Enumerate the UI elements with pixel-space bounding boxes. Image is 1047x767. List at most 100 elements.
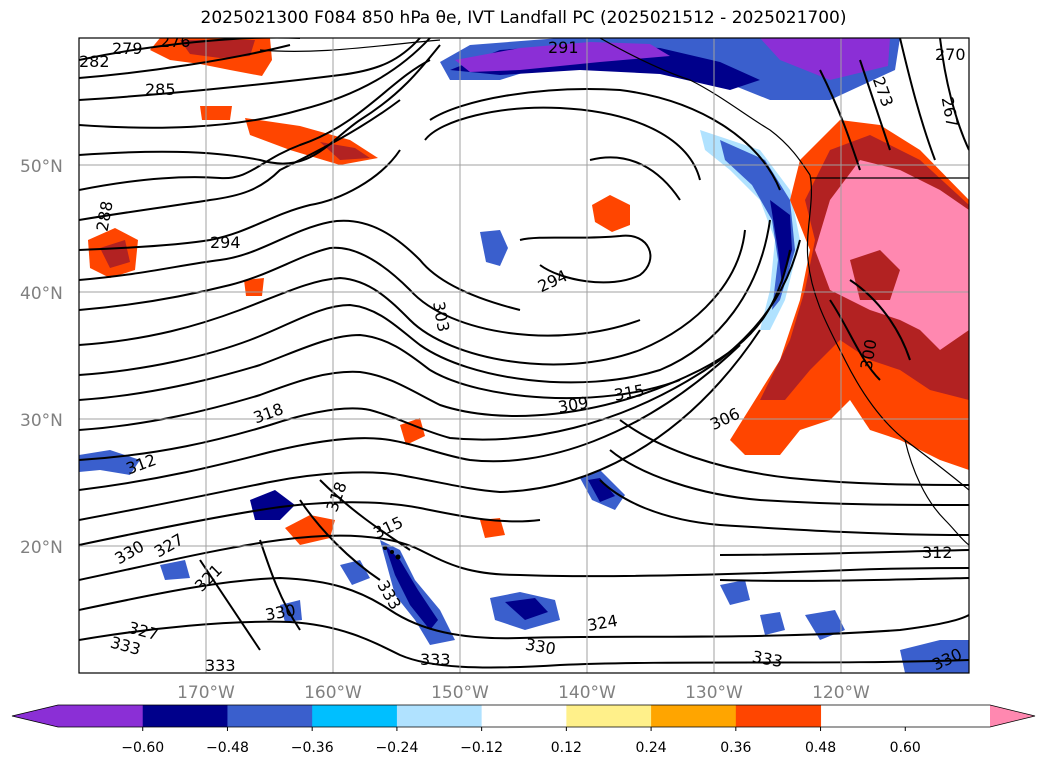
contour-line — [79, 534, 969, 581]
colorbar-tick-label: −0.48 — [206, 740, 249, 756]
coastline — [259, 38, 969, 546]
lon-label-150w: 150°W — [431, 683, 489, 703]
colorbar-segment — [566, 705, 652, 727]
contour-line — [79, 246, 641, 337]
colorbar-segment — [735, 705, 822, 727]
contour-line — [849, 279, 911, 361]
fill-lower-blue-8 — [760, 612, 785, 635]
longitude-labels: 170°W 160°W 150°W 140°W 130°W 120°W — [177, 683, 870, 703]
contour-line — [519, 234, 652, 284]
fill-lower-blue-9 — [900, 640, 969, 673]
lat-label-40n: 40°N — [20, 284, 63, 304]
lon-label-160w: 160°W — [304, 683, 362, 703]
lon-label-120w: 120°W — [812, 683, 870, 703]
lat-label-50n: 50°N — [20, 157, 63, 177]
contour-line — [79, 501, 541, 546]
contour-line — [79, 219, 521, 311]
colorbar-tick-label: −0.24 — [375, 740, 418, 756]
fill-center-orange-2 — [400, 418, 425, 445]
hawaii-islands — [383, 546, 401, 560]
colorbar-tick-label: 0.12 — [551, 740, 582, 756]
contour-line — [79, 149, 401, 251]
contour-line — [424, 106, 701, 181]
contour-line — [899, 38, 936, 161]
fill-lower-blue-6 — [720, 580, 750, 605]
contour-line — [859, 59, 891, 151]
contour-line — [609, 449, 969, 506]
lon-label-130w: 130°W — [685, 683, 743, 703]
colorbar-tick-label: 0.60 — [890, 740, 921, 756]
lat-label-20n: 20°N — [20, 538, 63, 558]
contour-line — [79, 229, 746, 366]
colorbar-segment — [227, 705, 313, 727]
contour-label: 333 — [420, 650, 451, 669]
colorbar-tick-label: −0.36 — [291, 740, 334, 756]
colorbar-extend-min — [12, 705, 58, 727]
lat-label-30n: 30°N — [20, 411, 63, 431]
fill-center-blue — [480, 230, 508, 266]
colorbar-segment — [142, 705, 228, 727]
colorbar-tick-label: 0.24 — [636, 740, 667, 756]
colorbar-segment — [312, 705, 398, 727]
contour-line — [599, 479, 969, 536]
fill-top-right-purple — [760, 38, 890, 80]
fill-lower-navy-band — [385, 545, 438, 630]
colorbar-ticks: −0.60 −0.48 −0.36 −0.24 −0.12 0.12 0.24 0.36 0.4… — [121, 727, 921, 756]
contour-line — [79, 59, 431, 191]
map-title: 2025021300 F084 850 hPa θe, IVT Landfall… — [200, 8, 847, 28]
coastline-westcoast — [806, 174, 969, 491]
contour-line — [319, 479, 411, 551]
fill-lower-navy-5 — [588, 478, 615, 502]
coastline-alaska — [599, 38, 811, 176]
colorbar: −0.60 −0.48 −0.36 −0.24 −0.12 0.12 0.24 0.36 0.4… — [11, 704, 1036, 756]
fill-westcoast-red-inner — [850, 250, 900, 300]
coastline-baja — [904, 439, 969, 546]
colorbar-swatches — [12, 705, 1035, 727]
fill-lowerleft-blue-2 — [250, 490, 295, 520]
contour-label: 333 — [205, 656, 236, 675]
fill-small-orange-1 — [200, 106, 232, 120]
map-content: 276 279 282 285 291 270 267 273 288 294 … — [79, 38, 969, 675]
fill-lower-blue-7 — [805, 610, 845, 640]
colorbar-tick-label: −0.12 — [460, 740, 503, 756]
colorbar-tick-label: 0.36 — [720, 740, 751, 756]
fill-lower-orange-2 — [480, 518, 505, 538]
fill-westcoast-pink — [815, 160, 969, 350]
fill-top-left-red — [180, 40, 255, 58]
colorbar-extend-max — [990, 705, 1035, 727]
contour-line — [259, 539, 301, 631]
contour-line — [79, 44, 441, 165]
contour-line — [79, 620, 969, 669]
contour-label: 270 — [935, 45, 966, 64]
contour-line — [299, 499, 381, 581]
contour-line — [79, 219, 771, 384]
contour-line — [79, 38, 431, 129]
latitude-labels: 50°N 40°N 30°N 20°N — [20, 157, 63, 558]
contour-line — [939, 38, 969, 151]
colorbar-segment — [58, 705, 144, 727]
contour-line — [79, 38, 300, 61]
contour-label: 294 — [210, 233, 241, 252]
contour-line — [79, 329, 761, 521]
coastline-aleutians — [259, 39, 441, 52]
fill-lower-navy-4 — [505, 598, 548, 620]
contour-line — [79, 38, 421, 101]
contour-line — [79, 99, 401, 221]
gridlines — [79, 38, 969, 673]
colorbar-segment — [481, 705, 567, 727]
contour-line — [429, 88, 781, 191]
lon-label-140w: 140°W — [558, 683, 616, 703]
contour-label: 285 — [145, 80, 176, 99]
colorbar-outline — [11, 704, 1036, 728]
map-border — [78, 37, 970, 674]
colorbar-segment — [396, 705, 483, 727]
contour-line — [819, 69, 861, 171]
fill-lower-blue-10 — [160, 560, 190, 580]
contour-line — [79, 344, 741, 491]
colorbar-segment — [651, 705, 737, 727]
contour-line — [829, 299, 881, 381]
contour-label: 279 — [112, 39, 143, 58]
colorbar-tick-label: 0.48 — [805, 740, 836, 756]
contour-line — [79, 239, 801, 461]
contour-label: 282 — [79, 52, 110, 71]
